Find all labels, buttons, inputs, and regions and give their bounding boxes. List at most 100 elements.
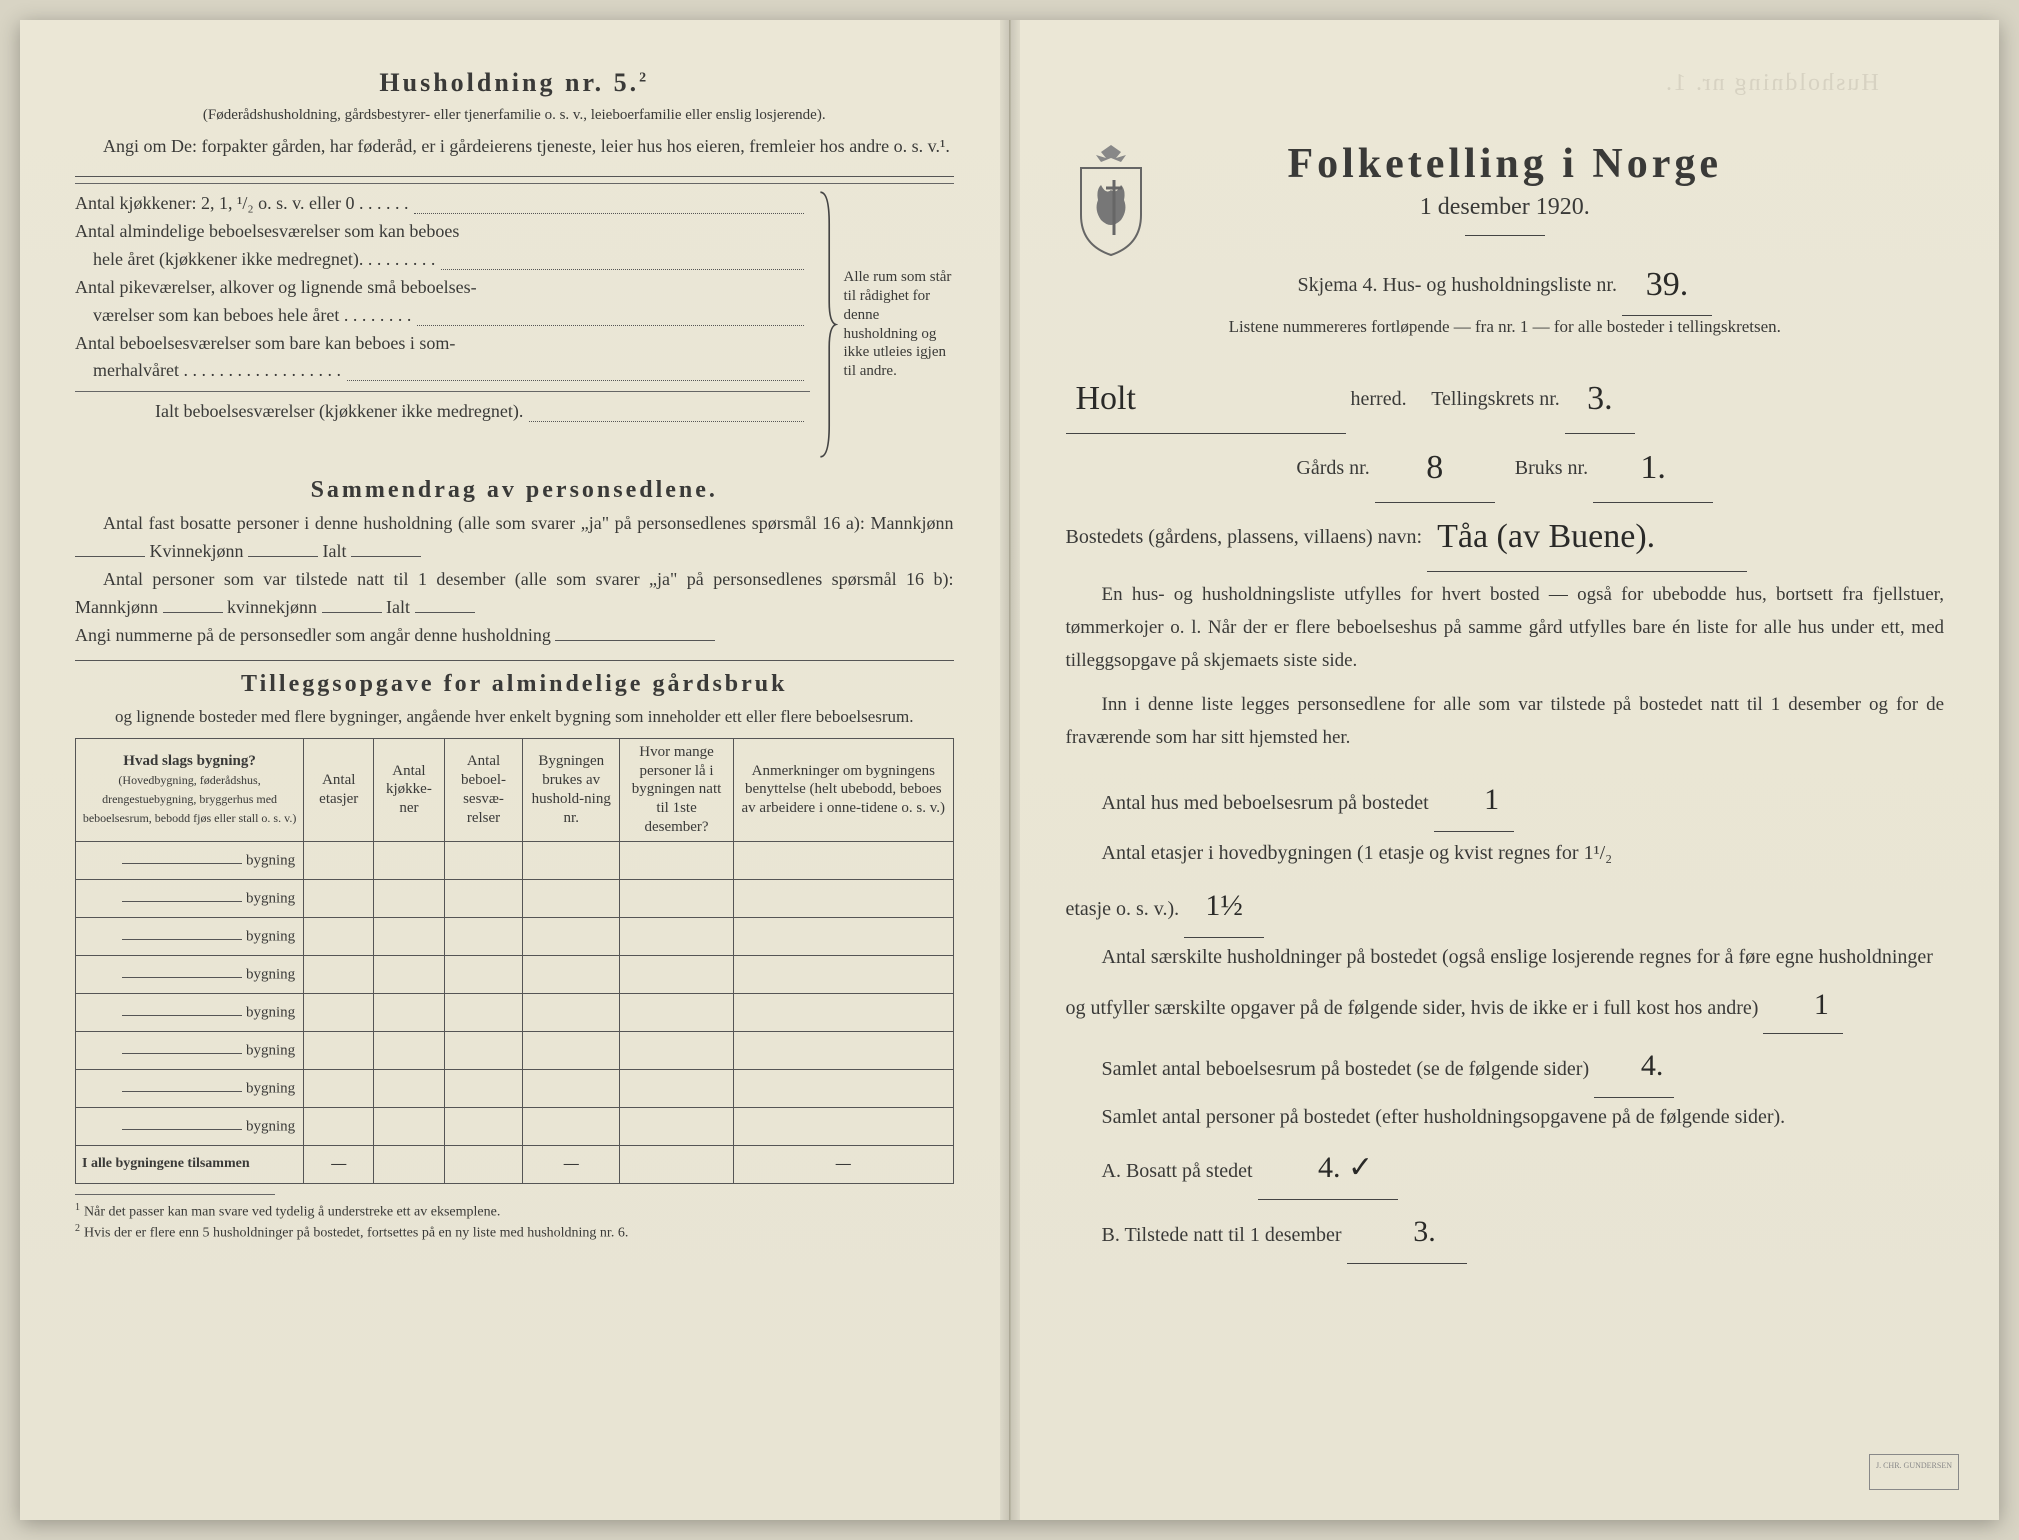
- cell[interactable]: bygning: [76, 917, 304, 955]
- cell[interactable]: [523, 955, 620, 993]
- cell[interactable]: [734, 993, 953, 1031]
- fill[interactable]: [441, 254, 803, 270]
- cell[interactable]: [444, 879, 523, 917]
- cell[interactable]: [620, 1107, 734, 1145]
- q3-value[interactable]: 1: [1763, 976, 1843, 1034]
- cell[interactable]: [374, 1069, 444, 1107]
- bygning-label: bygning: [246, 1080, 295, 1096]
- cell[interactable]: [734, 841, 953, 879]
- cell[interactable]: [523, 917, 620, 955]
- cell[interactable]: [374, 917, 444, 955]
- cell[interactable]: [734, 1031, 953, 1069]
- cell[interactable]: [444, 841, 523, 879]
- cell[interactable]: [734, 1107, 953, 1145]
- qA-value[interactable]: 4. ✓: [1258, 1136, 1398, 1200]
- cell[interactable]: [374, 993, 444, 1031]
- household-title: Husholdning nr. 5.2: [75, 68, 954, 98]
- cell[interactable]: [374, 1107, 444, 1145]
- list-number-value[interactable]: 39.: [1622, 254, 1712, 316]
- cell[interactable]: [304, 1107, 374, 1145]
- cell[interactable]: [620, 955, 734, 993]
- cell[interactable]: [620, 1069, 734, 1107]
- footnote-num: 2: [75, 1223, 80, 1234]
- q4-value[interactable]: 4.: [1594, 1034, 1674, 1098]
- cell[interactable]: [304, 993, 374, 1031]
- q2-value[interactable]: 1½: [1184, 874, 1264, 938]
- question-row: Samlet antal beboelsesrum på bostedet (s…: [1066, 1034, 1945, 1098]
- fill[interactable]: [351, 539, 421, 557]
- gard-value[interactable]: 8: [1375, 434, 1495, 503]
- fill[interactable]: [322, 595, 382, 613]
- cell[interactable]: [374, 879, 444, 917]
- cell[interactable]: bygning: [76, 1107, 304, 1145]
- room-questions: Antal kjøkkener: 2, 1, ¹/₂ o. s. v. elle…: [75, 190, 954, 459]
- cell[interactable]: [374, 1031, 444, 1069]
- cell[interactable]: [734, 1069, 953, 1107]
- cell[interactable]: [734, 917, 953, 955]
- q1-value[interactable]: 1: [1434, 768, 1514, 832]
- cell[interactable]: [620, 993, 734, 1031]
- th: Bygningen brukes av hushold-ning nr.: [523, 738, 620, 841]
- cell[interactable]: [444, 955, 523, 993]
- cell[interactable]: [620, 1031, 734, 1069]
- fill[interactable]: [163, 595, 223, 613]
- fill[interactable]: [75, 539, 145, 557]
- cell[interactable]: [523, 993, 620, 1031]
- cell[interactable]: [620, 917, 734, 955]
- cell[interactable]: [523, 841, 620, 879]
- cell[interactable]: [374, 1145, 444, 1183]
- cell[interactable]: [374, 955, 444, 993]
- cell[interactable]: bygning: [76, 1069, 304, 1107]
- cell[interactable]: [304, 1069, 374, 1107]
- cell[interactable]: [304, 955, 374, 993]
- cell[interactable]: [444, 1031, 523, 1069]
- census-date: 1 desember 1920.: [1066, 194, 1945, 221]
- cell[interactable]: [374, 841, 444, 879]
- cell[interactable]: bygning: [76, 841, 304, 879]
- cell[interactable]: [444, 993, 523, 1031]
- herred-value[interactable]: Holt: [1066, 365, 1346, 434]
- cell[interactable]: [444, 1107, 523, 1145]
- cell[interactable]: [304, 841, 374, 879]
- cell[interactable]: [523, 1031, 620, 1069]
- summary-line: Antal fast bosatte personer i denne hush…: [75, 510, 954, 566]
- th: Antal beboel-sesvæ-relser: [444, 738, 523, 841]
- fill[interactable]: [414, 198, 803, 214]
- cell[interactable]: [444, 1145, 523, 1183]
- cell[interactable]: bygning: [76, 955, 304, 993]
- bosted-value[interactable]: Tåa (av Buene).: [1427, 503, 1747, 572]
- cell[interactable]: [734, 955, 953, 993]
- cell[interactable]: [523, 1107, 620, 1145]
- cell[interactable]: bygning: [76, 993, 304, 1031]
- bygning-label: bygning: [246, 928, 295, 944]
- fill[interactable]: [347, 365, 804, 381]
- label: Antal etasjer i hovedbygningen (1 etasje…: [1102, 842, 1613, 864]
- krets-value[interactable]: 3.: [1565, 365, 1635, 434]
- fill[interactable]: [415, 595, 475, 613]
- cell[interactable]: [444, 917, 523, 955]
- cell[interactable]: [620, 879, 734, 917]
- cell[interactable]: [304, 917, 374, 955]
- qB-value[interactable]: 3.: [1347, 1200, 1467, 1264]
- cell[interactable]: bygning: [76, 1031, 304, 1069]
- fill[interactable]: [417, 309, 803, 325]
- title-sup: 2: [639, 70, 649, 85]
- cell[interactable]: [523, 1069, 620, 1107]
- fill[interactable]: [555, 623, 715, 641]
- cell[interactable]: [620, 1145, 734, 1183]
- skjema-line: Skjema 4. Hus- og husholdningsliste nr. …: [1066, 250, 1945, 312]
- fill[interactable]: [529, 406, 803, 422]
- fill-line[interactable]: [75, 161, 954, 177]
- cell[interactable]: [620, 841, 734, 879]
- summary-line: Antal personer som var tilstede natt til…: [75, 566, 954, 622]
- fill[interactable]: [248, 539, 318, 557]
- cell[interactable]: [304, 879, 374, 917]
- intro-line: Angi om De: forpakter gården, har føderå…: [75, 133, 954, 161]
- cell[interactable]: [444, 1069, 523, 1107]
- cell[interactable]: [304, 1031, 374, 1069]
- bruk-value[interactable]: 1.: [1593, 434, 1713, 503]
- header-fields: Holt herred. Tellingskrets nr. 3. Gårds …: [1066, 361, 1945, 568]
- cell[interactable]: bygning: [76, 879, 304, 917]
- cell[interactable]: [734, 879, 953, 917]
- cell[interactable]: [523, 879, 620, 917]
